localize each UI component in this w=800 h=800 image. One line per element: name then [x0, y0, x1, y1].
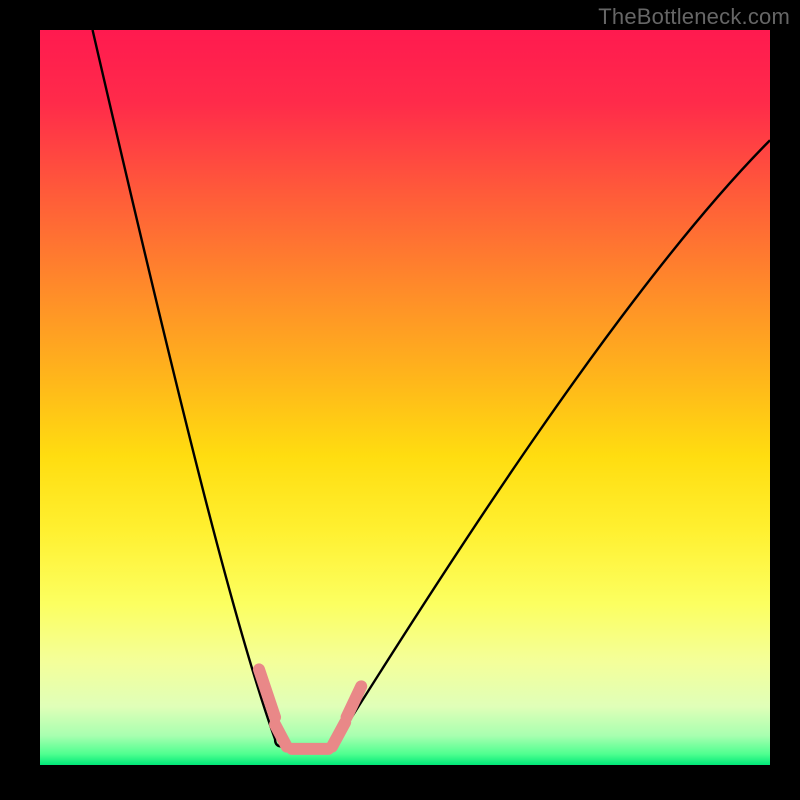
plot-background: [40, 30, 770, 765]
chart-container: TheBottleneck.com: [0, 0, 800, 800]
bottleneck-chart: [0, 0, 800, 800]
watermark-text: TheBottleneck.com: [598, 4, 790, 30]
